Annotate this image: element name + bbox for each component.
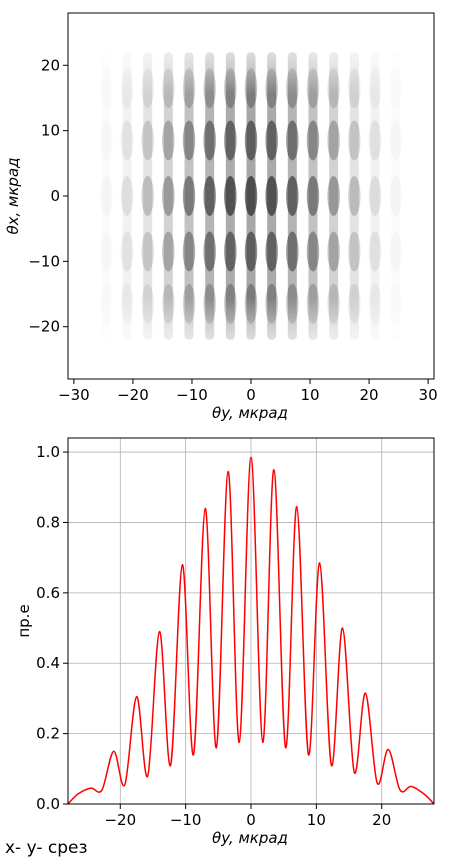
line-chart-x-label: θy, мкрад xyxy=(212,829,288,847)
line-chart-x-ticks: −20 −10 0 10 20 xyxy=(104,804,391,829)
x-tick-label: −10 xyxy=(170,811,202,829)
x-tick-label: −30 xyxy=(58,386,90,404)
x-tick-label: 10 xyxy=(300,386,319,404)
x-tick-label: 30 xyxy=(419,386,438,404)
heatmap-y-ticks: −20 −10 0 10 20 xyxy=(28,56,68,335)
y-tick-label: 10 xyxy=(41,122,60,140)
y-tick-label: 0.0 xyxy=(36,795,60,813)
heatmap-x-label: θy, мкрад xyxy=(212,404,288,422)
y-tick-label: 0.4 xyxy=(36,654,60,672)
heatmap-x-ticks: −30 −20 −10 0 10 20 30 xyxy=(58,379,438,404)
x-tick-label: 10 xyxy=(307,811,326,829)
y-tick-label: 0.6 xyxy=(36,584,60,602)
x-tick-label: 0 xyxy=(246,386,256,404)
y-tick-label: 0.8 xyxy=(36,513,60,531)
line-chart-y-ticks: 0.0 0.2 0.4 0.6 0.8 1.0 xyxy=(36,443,68,813)
heatmap-y-label: θx, мкрад xyxy=(4,157,22,234)
x-tick-label: −10 xyxy=(176,386,208,404)
x-tick-label: 20 xyxy=(372,811,391,829)
line-chart: −20 −10 0 10 20 0.0 0.2 0.4 0.6 0.8 1.0 θy, мкрад… xyxy=(15,438,434,847)
line-chart-y-label: пр.е xyxy=(15,604,33,637)
heatmap-chart: −30 −20 −10 0 10 20 30 −20 −10 0 10 20 θy, мкрад θ… xyxy=(4,13,438,422)
y-tick-label: 0 xyxy=(50,187,60,205)
x-tick-label: −20 xyxy=(117,386,149,404)
x-tick-label: 0 xyxy=(246,811,256,829)
x-tick-label: 20 xyxy=(360,386,379,404)
line-chart-grid xyxy=(68,438,434,804)
caption: x- y- срез xyxy=(5,838,88,858)
y-tick-label: −10 xyxy=(28,252,60,270)
y-tick-label: 20 xyxy=(41,56,60,74)
y-tick-label: 1.0 xyxy=(36,443,60,461)
y-tick-label: 0.2 xyxy=(36,725,60,743)
y-tick-label: −20 xyxy=(28,318,60,336)
heatmap-vertical-fade xyxy=(68,13,434,379)
x-tick-label: −20 xyxy=(104,811,136,829)
